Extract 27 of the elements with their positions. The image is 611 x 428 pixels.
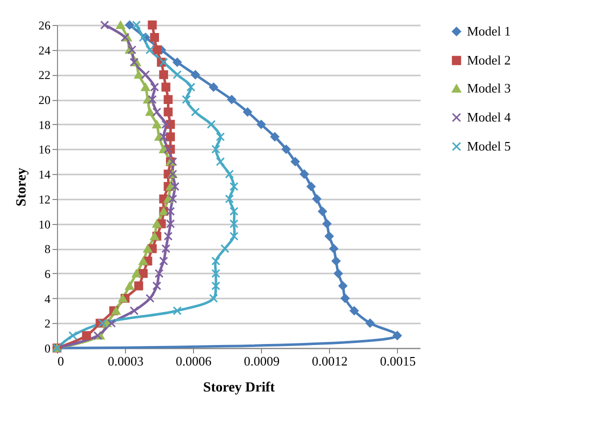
y-axis-title: Storey <box>14 168 30 206</box>
y-tick-label: 14 <box>38 168 50 182</box>
y-tick-label: 10 <box>38 217 50 232</box>
y-tick-label: 22 <box>38 68 50 82</box>
y-tick-label: 16 <box>38 142 50 157</box>
y-tick-label: 0 <box>44 342 50 356</box>
x-tick-label: 0 <box>58 354 64 368</box>
y-tick-label: 18 <box>38 118 50 132</box>
legend-label: Model 1 <box>467 24 511 38</box>
y-tick-label: 6 <box>44 266 50 281</box>
legend-label: Model 4 <box>467 110 512 124</box>
y-tick-label: 4 <box>44 292 50 306</box>
y-tick-label: 24 <box>38 43 50 58</box>
y-tick-label: 12 <box>38 192 50 206</box>
legend-label: Model 5 <box>467 138 511 154</box>
y-tick-label: 20 <box>38 93 50 108</box>
y-tick-label: 8 <box>44 242 50 256</box>
x-tick-label: 0.0003 <box>108 354 144 368</box>
y-tick-label: 26 <box>38 18 50 32</box>
y-tick-label: 2 <box>44 316 50 331</box>
x-tick-label: 0.0012 <box>312 354 348 368</box>
legend-label: Model 2 <box>467 52 511 68</box>
x-axis-title: Storey Drift <box>203 380 276 396</box>
x-tick-label: 0.0015 <box>380 354 416 368</box>
x-tick-label: 0.0006 <box>176 354 212 368</box>
legend-label: Model 3 <box>467 80 511 96</box>
x-tick-label: 0.0009 <box>244 354 280 368</box>
